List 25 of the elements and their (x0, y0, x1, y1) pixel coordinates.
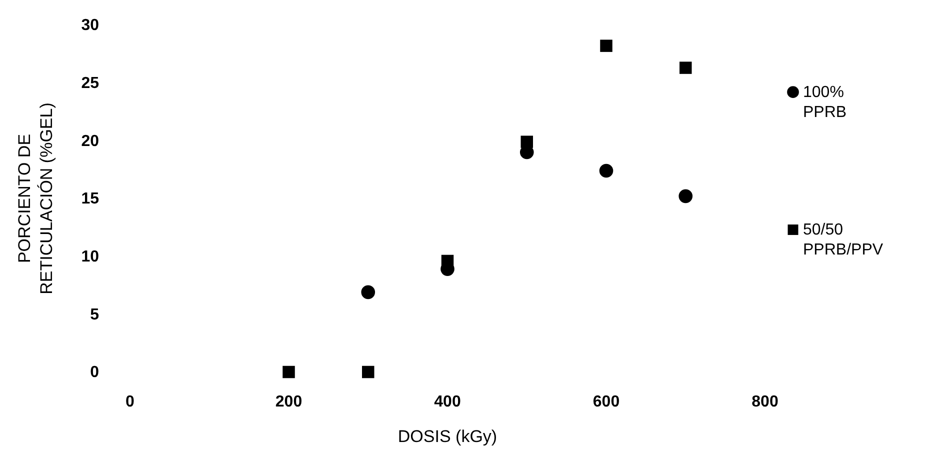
y-tick-label: 25 (81, 74, 100, 92)
x-tick-label: 800 (752, 393, 778, 410)
x-tick-label: 200 (275, 393, 302, 410)
y-tick-label: 15 (81, 190, 100, 208)
point (680, 62, 692, 74)
point (282, 366, 295, 378)
x-axis-title: DOSIS (kGy) (398, 427, 498, 446)
y-tick-label: 0 (90, 364, 100, 382)
y-axis-title: PORCIENTO DE RETICULACIÓN (%GEL) (15, 102, 56, 294)
point (678, 189, 693, 204)
x-tick-label: 600 (592, 393, 620, 410)
y-tick-label: 30 (81, 17, 100, 34)
point (520, 136, 533, 148)
y-tick-label: 5 (90, 306, 100, 324)
x-tick-label: 400 (434, 393, 461, 410)
y-tick-label: 10 (81, 248, 100, 266)
point (600, 40, 612, 52)
legend-label: 50/50 PPRB/PPV (803, 222, 884, 259)
x-tick-label: 0 (126, 393, 135, 410)
point (599, 164, 614, 178)
point (441, 254, 454, 268)
y-tick-label: 20 (81, 132, 100, 150)
point (362, 366, 374, 378)
legend-label: 100% PPRB (803, 84, 847, 122)
point (361, 285, 376, 300)
